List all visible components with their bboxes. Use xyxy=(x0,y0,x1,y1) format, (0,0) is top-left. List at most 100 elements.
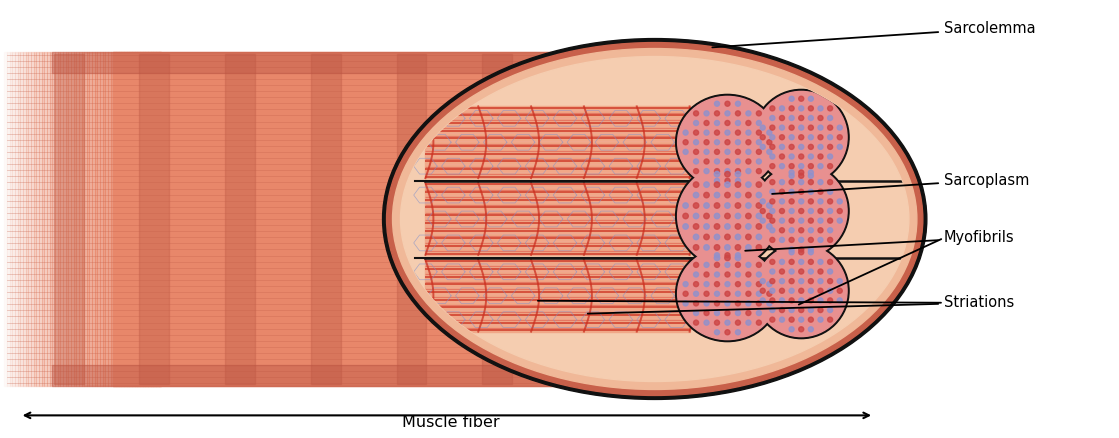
Circle shape xyxy=(725,255,731,261)
Circle shape xyxy=(789,307,794,313)
Polygon shape xyxy=(132,52,134,386)
Circle shape xyxy=(725,140,730,145)
Ellipse shape xyxy=(676,164,779,268)
Polygon shape xyxy=(105,52,109,386)
Circle shape xyxy=(828,164,833,169)
Circle shape xyxy=(818,189,822,194)
Circle shape xyxy=(694,111,698,116)
Circle shape xyxy=(735,111,741,116)
Circle shape xyxy=(725,330,730,335)
Circle shape xyxy=(725,282,730,286)
Polygon shape xyxy=(151,52,153,386)
Circle shape xyxy=(818,279,822,284)
Circle shape xyxy=(704,301,709,306)
Circle shape xyxy=(745,213,751,219)
Circle shape xyxy=(770,218,774,223)
Polygon shape xyxy=(53,52,55,386)
Circle shape xyxy=(799,96,803,101)
Circle shape xyxy=(770,164,774,169)
Circle shape xyxy=(714,101,720,106)
Circle shape xyxy=(780,298,784,303)
Polygon shape xyxy=(41,52,45,386)
Circle shape xyxy=(828,199,833,204)
Circle shape xyxy=(714,169,720,173)
Circle shape xyxy=(735,255,741,261)
Circle shape xyxy=(789,145,794,149)
Circle shape xyxy=(760,208,765,214)
Circle shape xyxy=(694,291,698,296)
Circle shape xyxy=(808,180,814,185)
Circle shape xyxy=(756,192,762,198)
Polygon shape xyxy=(425,106,689,178)
Polygon shape xyxy=(66,52,68,386)
Circle shape xyxy=(780,288,784,293)
Polygon shape xyxy=(60,52,63,386)
Circle shape xyxy=(799,154,803,159)
Circle shape xyxy=(789,189,794,194)
Circle shape xyxy=(767,203,772,208)
Circle shape xyxy=(780,199,784,204)
Circle shape xyxy=(770,298,774,303)
Circle shape xyxy=(725,224,731,229)
Circle shape xyxy=(745,234,751,240)
Circle shape xyxy=(799,164,803,169)
Circle shape xyxy=(828,228,833,233)
Circle shape xyxy=(735,311,741,315)
Circle shape xyxy=(770,180,774,185)
Polygon shape xyxy=(87,52,90,386)
Circle shape xyxy=(799,298,803,303)
Circle shape xyxy=(694,130,698,135)
Circle shape xyxy=(746,282,751,286)
Circle shape xyxy=(808,170,814,175)
Circle shape xyxy=(770,154,774,159)
Circle shape xyxy=(714,245,720,250)
Polygon shape xyxy=(482,53,513,385)
Circle shape xyxy=(799,247,803,252)
Circle shape xyxy=(770,208,774,214)
Circle shape xyxy=(735,245,741,250)
Ellipse shape xyxy=(393,49,916,389)
Circle shape xyxy=(735,178,741,183)
Polygon shape xyxy=(148,52,151,386)
Polygon shape xyxy=(92,52,95,386)
Polygon shape xyxy=(103,52,105,386)
Circle shape xyxy=(818,317,822,322)
Circle shape xyxy=(756,224,762,229)
Circle shape xyxy=(789,164,794,169)
Polygon shape xyxy=(31,52,34,386)
Circle shape xyxy=(683,213,688,219)
Circle shape xyxy=(789,247,794,252)
Circle shape xyxy=(799,218,803,223)
Circle shape xyxy=(714,192,720,198)
Circle shape xyxy=(735,282,741,286)
Circle shape xyxy=(808,247,814,252)
Polygon shape xyxy=(12,52,15,386)
Circle shape xyxy=(756,301,761,306)
Circle shape xyxy=(735,234,741,240)
Circle shape xyxy=(799,199,803,204)
Circle shape xyxy=(714,149,720,155)
Circle shape xyxy=(828,145,833,149)
Circle shape xyxy=(760,288,765,293)
Circle shape xyxy=(808,199,814,204)
Circle shape xyxy=(714,182,720,187)
Circle shape xyxy=(808,154,814,159)
Circle shape xyxy=(725,171,731,177)
Circle shape xyxy=(818,145,822,149)
Circle shape xyxy=(770,106,774,111)
Text: Muscle fiber: Muscle fiber xyxy=(402,415,499,430)
Polygon shape xyxy=(76,52,78,386)
Circle shape xyxy=(767,130,772,135)
Circle shape xyxy=(735,120,741,126)
Ellipse shape xyxy=(678,166,778,266)
Ellipse shape xyxy=(386,42,923,396)
Circle shape xyxy=(756,311,761,315)
Circle shape xyxy=(694,213,698,219)
Circle shape xyxy=(735,203,741,208)
Polygon shape xyxy=(159,52,161,386)
Circle shape xyxy=(714,213,720,219)
Circle shape xyxy=(694,311,698,315)
Circle shape xyxy=(828,106,833,111)
Circle shape xyxy=(694,120,698,126)
Circle shape xyxy=(746,301,751,306)
